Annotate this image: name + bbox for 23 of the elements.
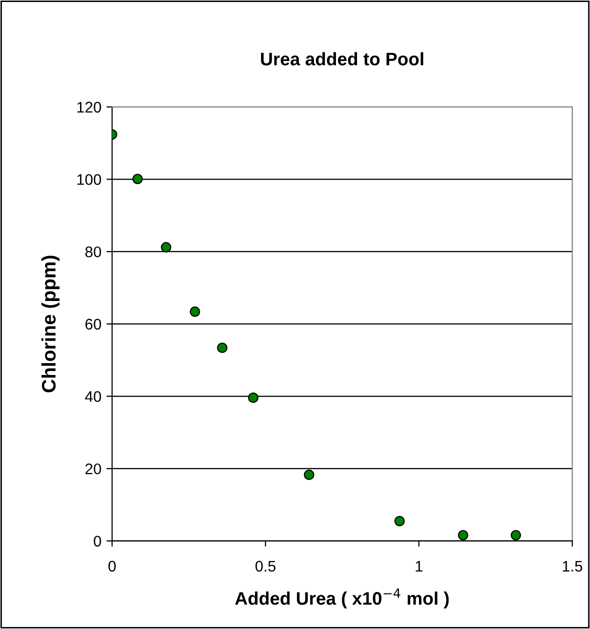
x-axis-title: Added Urea ( x10$^{−4}$ mol ) xyxy=(235,588,449,608)
x-tick-label: 0.5 xyxy=(255,560,276,572)
y-tick-label: 60 xyxy=(85,318,102,330)
y-tick-label: 80 xyxy=(85,246,102,258)
point xyxy=(458,530,468,540)
point xyxy=(394,516,405,526)
y-tick-label: 40 xyxy=(85,391,102,402)
y-tick-label: 20 xyxy=(85,463,102,474)
y-tick-label: 120 xyxy=(77,102,102,113)
point xyxy=(248,392,258,403)
x-tick-label: 1 xyxy=(416,560,422,572)
chart-title: Urea added to Pool xyxy=(261,52,424,66)
point xyxy=(132,174,143,184)
point xyxy=(510,530,522,540)
y-axis-title: Chlorine (ppm) xyxy=(41,256,60,392)
y-tick-label: 0 xyxy=(94,536,102,547)
point xyxy=(217,342,228,354)
x-tick-label: 1.5 xyxy=(562,560,582,572)
point xyxy=(190,306,200,317)
point xyxy=(304,470,314,480)
y-tick-label: 100 xyxy=(77,174,102,185)
point xyxy=(160,242,172,252)
x-tick-label: 0 xyxy=(108,560,116,572)
